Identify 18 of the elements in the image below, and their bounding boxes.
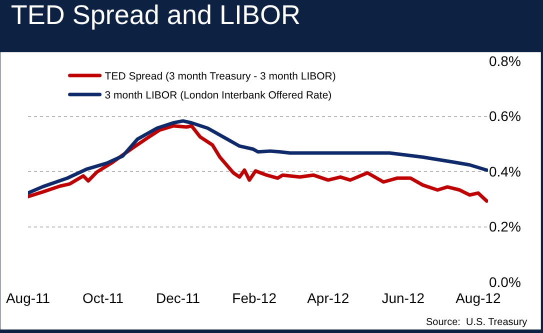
x-tick-label: Jun-12 <box>382 290 425 306</box>
x-tick-label: Oct-11 <box>82 290 124 306</box>
y-tick-label: 0.2% <box>489 218 521 235</box>
y-tick-label: 0.4% <box>489 163 521 180</box>
legend-label: TED Spread (3 month Treasury - 3 month LIBOR) <box>104 70 336 83</box>
y-tick-label: 0.6% <box>489 108 521 124</box>
line-series <box>28 119 488 195</box>
x-tick-label: Apr-12 <box>307 290 350 306</box>
y-tick-label: 0.8% <box>489 52 521 69</box>
y-tick-label: 0.0% <box>489 274 521 290</box>
x-tick-label: Aug-12 <box>456 290 501 306</box>
legend-label: 3 month LIBOR (London Interbank Offered Rate) <box>104 90 332 102</box>
x-tick-label: Feb-12 <box>232 290 277 306</box>
chart-title: TED Spread and LIBOR <box>10 0 301 30</box>
source-note: Source: U.S. Treasury <box>426 317 528 328</box>
x-tick-label: Aug-11 <box>6 290 50 306</box>
line-series <box>28 124 488 203</box>
x-tick-label: Dec-11 <box>156 290 200 306</box>
